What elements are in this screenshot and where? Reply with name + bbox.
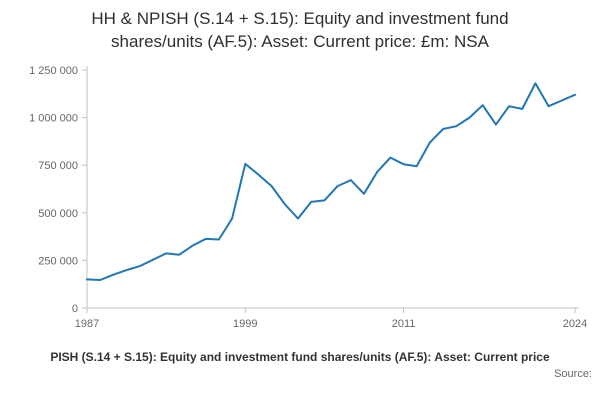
svg-text:500 000: 500 000 (38, 208, 78, 220)
line-chart: 0 250 000 500 000 750 000 1 000 000 1 250 000… (29, 65, 587, 330)
chart-title: HH & NPISH (S.14 + S.15): Equity and inv… (91, 9, 509, 51)
svg-text:1 250 000: 1 250 000 (29, 65, 78, 77)
svg-text:0: 0 (72, 303, 78, 315)
svg-text:2011: 2011 (392, 318, 416, 330)
svg-text:2024: 2024 (563, 318, 587, 330)
series-caption: PISH (S.14 + S.15): Equity and investmen… (50, 349, 550, 364)
svg-text:250 000: 250 000 (38, 255, 78, 267)
svg-text:1999: 1999 (233, 318, 257, 330)
svg-text:1 000 000: 1 000 000 (29, 112, 78, 124)
svg-text:750 000: 750 000 (38, 160, 78, 172)
chart-container: HH & NPISH (S.14 + S.15): Equity and inv… (0, 8, 600, 408)
svg-text:1987: 1987 (75, 318, 99, 330)
source-label: Source: (554, 367, 592, 380)
